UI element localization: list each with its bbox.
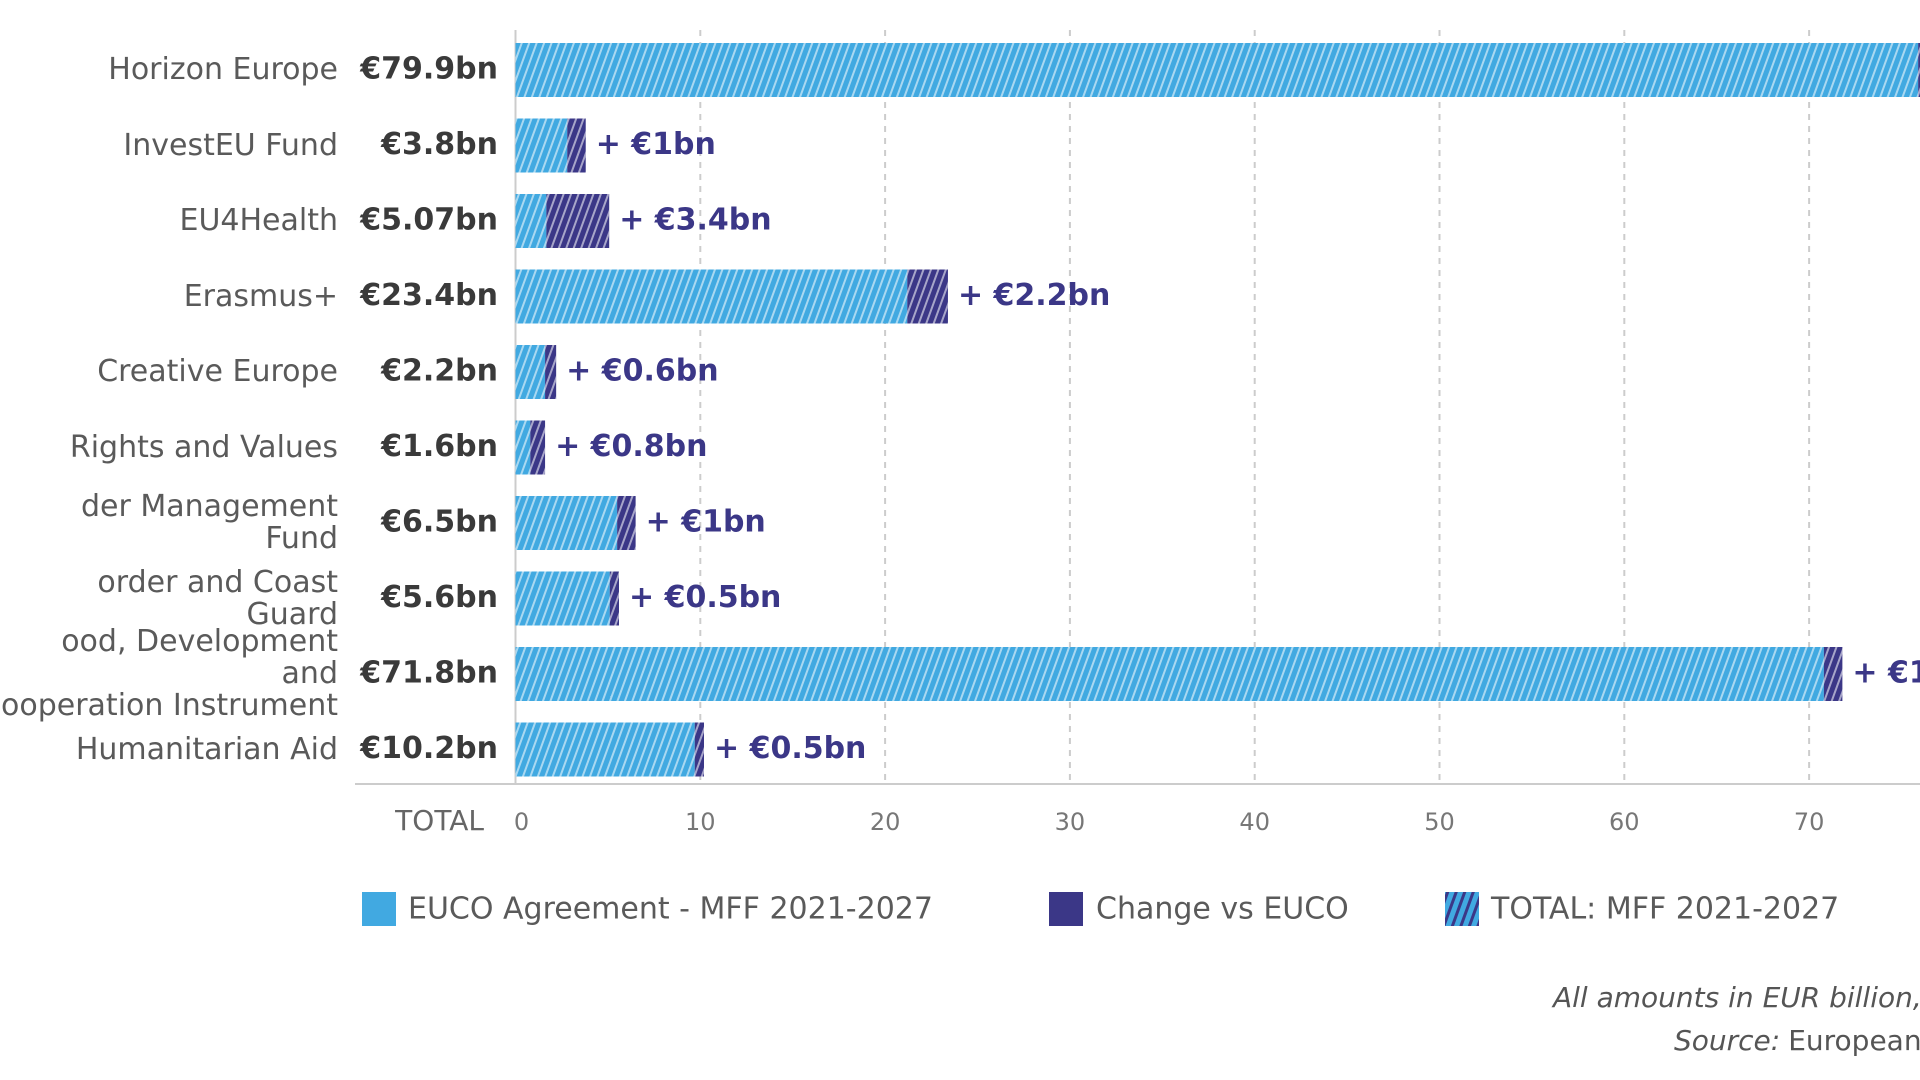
change-label: + €0.6bn (566, 354, 718, 389)
total-label: €23.4bn (359, 278, 498, 313)
category-label: Erasmus+ (183, 278, 338, 314)
total-label: €2.2bn (380, 354, 498, 389)
category-label: Horizon Europe (108, 52, 338, 87)
category-label: EU4Health (179, 203, 338, 238)
legend-label: EUCO Agreement - MFF 2021-2027 (408, 892, 933, 927)
change-label: + €1 (1852, 656, 1920, 691)
change-label: + €1bn (646, 505, 766, 540)
category-label: ood, Development and ooperation Instrume… (1, 624, 338, 723)
source-label: Source: (1674, 1024, 1780, 1057)
change-label: + €0.5bn (714, 731, 866, 766)
x-tick-label: 30 (1055, 808, 1086, 836)
total-label: €5.07bn (359, 203, 498, 238)
change-label: + €3.4bn (619, 203, 771, 238)
category-label: Humanitarian Aid (75, 731, 338, 767)
total-column-label: TOTAL (394, 804, 484, 837)
total-label: €79.9bn (359, 52, 498, 87)
legend-swatch (1445, 892, 1479, 926)
legend-label: TOTAL: MFF 2021-2027 (1490, 892, 1839, 927)
category-label: order and Coast Guard (97, 564, 338, 632)
change-label: + €1bn (596, 127, 716, 162)
bar-total (515, 194, 610, 248)
total-label: €5.6bn (380, 580, 498, 615)
total-label: €10.2bn (359, 731, 498, 766)
bar-total (515, 345, 557, 399)
bar-total (515, 571, 619, 626)
bar-total (515, 647, 1843, 701)
category-label: der Management Fund (81, 489, 338, 556)
total-label: €71.8bn (359, 656, 498, 691)
source: Source: European (1674, 1024, 1920, 1057)
total-label: €1.6bn (380, 429, 498, 464)
legend-swatch (1049, 892, 1083, 926)
x-tick-label: 50 (1424, 808, 1455, 836)
bar-total (515, 269, 948, 324)
x-tick-label: 40 (1239, 808, 1270, 836)
legend-swatch (362, 892, 396, 926)
legend-label: Change vs EUCO (1096, 892, 1349, 927)
change-label: + €0.8bn (555, 429, 707, 464)
x-tick-label: 0 (514, 808, 529, 836)
x-tick-label: 70 (1794, 808, 1825, 836)
note: All amounts in EUR billion, (1551, 981, 1920, 1014)
change-label: + €2.2bn (958, 278, 1110, 313)
total-label: €3.8bn (380, 127, 498, 162)
change-label: + €0.5bn (629, 580, 781, 615)
total-label: €6.5bn (380, 505, 498, 540)
x-tick-label: 60 (1609, 808, 1640, 836)
bar-total (515, 420, 546, 475)
category-label: Creative Europe (97, 354, 338, 389)
bar-total (515, 722, 704, 777)
category-label: InvestEU Fund (123, 127, 338, 163)
bar-total (515, 43, 1920, 97)
x-tick-label: 10 (685, 808, 716, 836)
category-label: Rights and Values (69, 429, 338, 465)
bar-total (515, 496, 636, 550)
source-text: European (1788, 1024, 1920, 1057)
x-tick-label: 20 (870, 808, 901, 836)
bar-total (515, 118, 586, 173)
